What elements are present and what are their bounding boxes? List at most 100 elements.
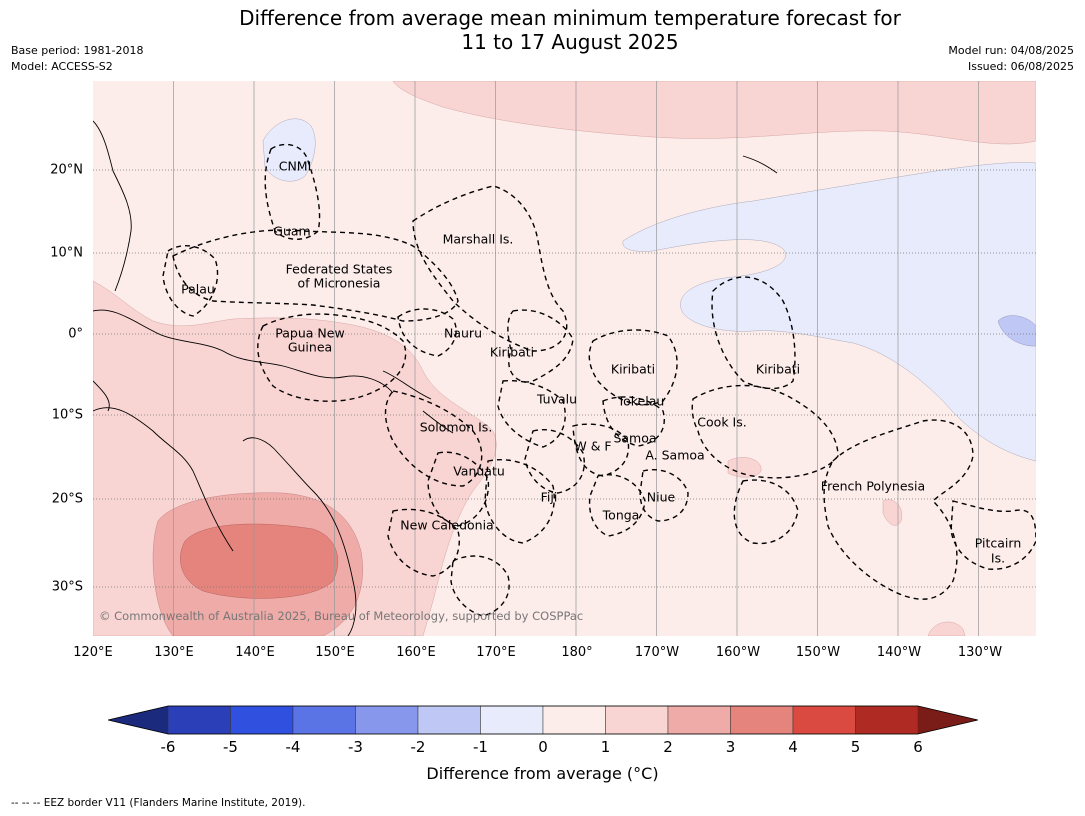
eez-french-polynesia [823,419,974,600]
copyright-notice: © Commonwealth of Australia 2025, Bureau… [99,609,584,623]
anomaly-cool-east [622,162,1036,462]
label-pitcairn-1: Pitcairn [974,535,1022,551]
eez-pitcairn [950,500,1036,570]
title-line-2: 11 to 17 August 2025 [461,30,679,54]
label-fsm-2: of Micronesia [297,275,381,291]
lon-tick: 130°E [154,645,194,660]
label-solomon: Solomon Is. [419,419,493,435]
colorbar-tick-label: -5 [223,738,238,756]
lon-tick: 170°E [476,645,516,660]
label-cook-islands: Cook Is. [697,414,747,430]
colorbar-tick-label: 6 [913,738,923,756]
colorbar-tick-label: 2 [663,738,673,756]
label-tokelau: Tokelau [617,393,665,409]
eez-kiribati-phoenix [588,329,678,406]
label-new-caledonia: New Caledonia [400,517,494,533]
eez-nauru [397,308,457,357]
label-wallis-futuna: W & F [574,438,612,454]
lon-tick: 160°W [715,645,761,660]
label-pitcairn-2: Is. [990,550,1006,566]
eez-samoa [572,423,630,477]
lat-tick: 10°N [50,245,83,261]
colorbar-over-arrow [918,706,978,734]
label-palau: Palau [181,281,215,297]
meta-right: Model run: 04/08/2025 Issued: 06/08/2025 [948,43,1074,75]
chart-title: Difference from average mean minimum tem… [0,6,1085,54]
label-kiribati-central: Kiribati [610,361,656,377]
colorbar-under-arrow [108,706,168,734]
colorbar-cell [355,705,419,735]
eez-kiribati-line [711,276,796,390]
model-name: Model: ACCESS-S2 [11,60,113,73]
eez-png [257,313,407,402]
colorbar-cell [542,705,606,735]
colorbar-tick-label: 1 [600,738,611,756]
label-fiji: Fiji [540,489,558,505]
label-png-1: Papua New [275,325,345,341]
colorbar-outline [108,705,978,735]
forecast-map[interactable]: CNMI Guam Marshall Is. Federated States … [93,81,1036,636]
colorbar-cell [730,705,794,735]
anomaly-small-patch-2 [882,499,902,526]
lon-tick: 130°W [957,645,1003,660]
colorbar-cell [292,705,356,735]
label-cnmi: CNMI [278,158,312,174]
label-american-samoa: A. Samoa [645,447,705,463]
eez-fsm [172,229,459,322]
colorbar-cell [417,705,481,735]
eez-niue [639,469,689,522]
lon-tick: 140°E [235,645,275,660]
label-niue: Niue [646,489,676,505]
colorbar-tick-label: -3 [348,738,363,756]
new-guinea-coast [93,309,394,394]
anomaly-small-patch [727,457,762,478]
colorbar-cell [605,705,669,735]
colorbar-tick-label: -2 [410,738,426,756]
eez-new-caledonia [387,508,460,577]
colorbar-tick-label: 3 [725,738,736,756]
colorbar-tick-label: -4 [285,738,301,756]
eez-footnote: -- -- -- EEZ border V11 (Flanders Marine… [11,797,306,809]
meta-left: Base period: 1981-2018 Model: ACCESS-S2 [11,43,143,75]
colorbar-cell [480,705,544,735]
anomaly-australia-3 [180,523,339,599]
anomaly-cool-cnmi [262,118,316,182]
label-samoa: Samoa [613,430,657,446]
label-nauru: Nauru [444,325,482,341]
lat-tick: 20°S [51,491,83,507]
lon-tick: 150°W [795,645,841,660]
lat-tick: 20°N [50,162,83,178]
eez-cook-north [691,384,839,479]
title-line-1: Difference from average mean minimum tem… [239,6,901,30]
colorbar-cell [230,705,294,735]
eez-norfolk [450,555,510,617]
eez-palau [162,245,219,317]
label-marshall: Marshall Is. [442,231,514,247]
label-tonga: Tonga [602,507,640,523]
base-period: Base period: 1981-2018 [11,44,144,57]
label-kiribati-west: Kiribati [489,344,535,360]
coastlines [93,120,778,636]
map-svg [93,81,1036,636]
model-run: Model run: 04/08/2025 [948,44,1074,57]
lon-tick: 150°E [315,645,355,660]
label-kiribati-east: Kiribati [755,361,801,377]
graticule-meridians [173,81,979,636]
label-guam: Guam [273,223,311,239]
colorbar-tick-label: -1 [473,738,488,756]
colorbar-tick-label: -6 [160,738,176,756]
eez-marshall [412,185,568,352]
colorbar-tick-label: 5 [850,738,861,756]
colorbar-tick-label: 0 [538,738,548,756]
colorbar-cell [667,705,731,735]
eez-tonga [588,474,646,537]
islands-coast [382,155,778,434]
lon-tick: 120°E [73,645,113,660]
philippines-indonesia-coast [93,120,132,412]
australia-coast [93,407,357,636]
lat-tick: 30°S [51,579,83,595]
eez-wallis-futuna [524,429,585,494]
eez-fiji [484,459,555,544]
lat-tick: 0° [68,326,83,342]
eez-tokelau [602,396,665,447]
